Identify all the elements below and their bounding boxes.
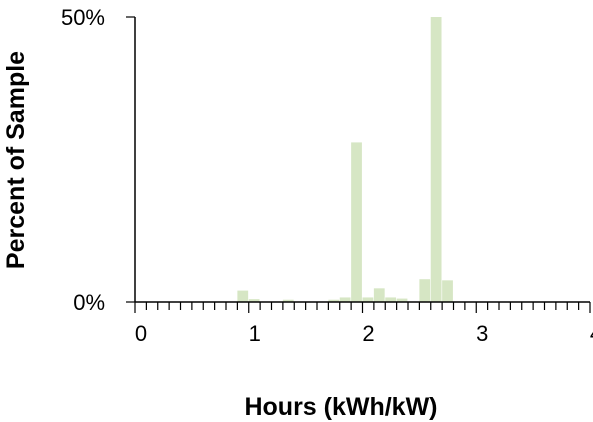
histogram-bar [442, 280, 453, 302]
y-tick-label: 0% [73, 290, 105, 315]
y-tick-label: 50% [61, 5, 105, 30]
histogram-bar [362, 297, 374, 302]
histogram-bar [419, 279, 431, 302]
histogram-bar [282, 299, 294, 302]
x-tick-label: 2 [362, 321, 374, 346]
x-tick-label: 0 [135, 321, 147, 346]
x-tick-label: 3 [476, 321, 488, 346]
x-axis-title: Hours (kWh/kW) [244, 393, 437, 421]
y-axis-title: Percent of Sample [2, 51, 30, 269]
histogram-bar [373, 288, 385, 302]
histogram-bar [248, 299, 260, 302]
bars-layer [237, 17, 453, 302]
axes-layer [134, 17, 590, 303]
histogram-bar [339, 297, 351, 302]
histogram-bar [351, 142, 362, 302]
x-tick-label: 4 [590, 321, 593, 346]
labels-layer: 0 1 2 3 4 0% 50% [61, 5, 593, 346]
x-tick-label: 1 [249, 321, 261, 346]
histogram-bar [328, 299, 340, 302]
histogram-bar [396, 298, 408, 302]
histogram-bar [385, 297, 397, 302]
histogram-bar [430, 17, 442, 302]
histogram-bar [237, 290, 249, 302]
ticks-layer [126, 16, 591, 313]
